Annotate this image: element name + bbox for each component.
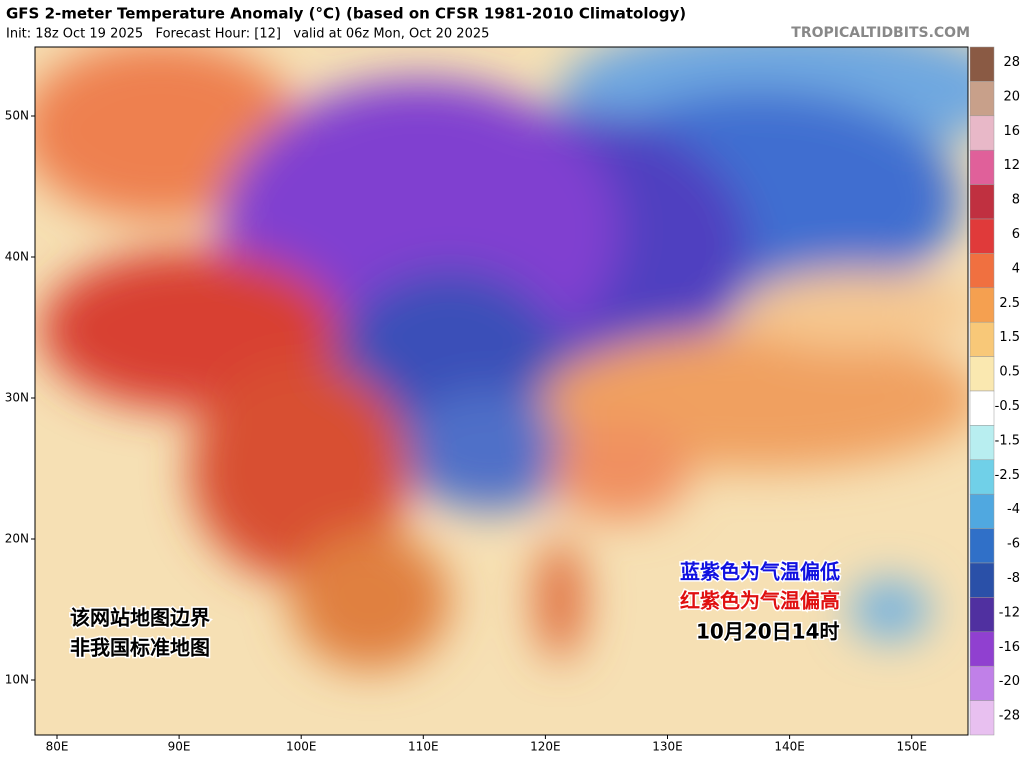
disclaimer-line: 非我国标准地图 [70,636,210,660]
lon-label: 140E [774,740,805,754]
colorbar-label: -0.5 [995,399,1020,414]
colorbar-swatch [969,253,995,289]
colorbar-label: 16 [1003,124,1020,139]
lon-label: 130E [652,740,683,754]
lat-label: 20N [5,532,29,546]
colorbar-label: 12 [1003,158,1020,173]
colorbar-swatch [969,115,995,151]
lat-label: 10N [5,673,29,687]
colorbar-swatch [969,597,995,633]
colorbar-swatch [969,425,995,461]
colorbar-swatch [969,528,995,564]
colorbar-label: -28 [999,709,1020,724]
lon-label: 100E [286,740,317,754]
map-area [35,47,968,735]
colorbar-swatch [969,631,995,667]
colorbar-swatch [969,493,995,529]
lon-label: 150E [896,740,927,754]
lat-label: 30N [5,391,29,405]
colorbar-swatch [969,184,995,220]
lon-label: 90E [168,740,191,754]
colorbar-label: -8 [1007,571,1020,586]
colorbar-swatch [969,390,995,426]
lon-axis: 80E 90E 100E 110E 120E 130E 140E 150E [46,735,927,754]
colorbar-label: 20 [1003,89,1020,104]
colorbar-label: 1.5 [999,330,1020,345]
lat-axis: 50N 40N 30N 20N 10N [5,109,35,687]
source: TROPICALTIDBITS.COM [791,25,970,41]
warm-note: 红紫色为气温偏高 [680,589,840,613]
cold-note: 蓝紫色为气温偏低 [680,560,840,584]
colorbar-label: 28 [1003,55,1020,70]
colorbar-swatch [969,81,995,117]
map-frame [34,46,969,736]
colorbar-label: 4 [1012,261,1020,276]
colorbar-label: -12 [999,605,1020,620]
colorbar-swatch [969,321,995,357]
colorbar-label: -1.5 [995,433,1020,448]
colorbar-label: 8 [1012,193,1020,208]
colorbar-label: 0.5 [999,365,1020,380]
lat-label: 50N [5,109,29,123]
anomaly-field [35,47,968,670]
colorbar-label: 6 [1012,227,1020,242]
colorbar-swatch [969,218,995,254]
colorbar-swatch [969,459,995,495]
colorbar: 28 20 16 12 8 6 4 2.5 1.5 0.5 -0.5 -1.5 -2.5 -4 -6 -8 -1… [969,46,1020,736]
colorbar-swatch [969,665,995,701]
colorbar-swatch [969,562,995,598]
colorbar-label: -2.5 [995,468,1020,483]
colorbar-label: -4 [1007,502,1020,517]
colorbar-label: -6 [1007,537,1020,552]
title: GFS 2-meter Temperature Anomaly (°C) (ba… [6,5,686,23]
colorbar-swatch [969,287,995,323]
colorbar-swatch [969,149,995,185]
disclaimer-line: 该网站地图边界 [70,606,210,630]
colorbar-swatch [969,356,995,392]
lat-label: 40N [5,250,29,264]
lon-label: 120E [530,740,561,754]
colorbar-swatch [969,46,995,82]
colorbar-swatch [969,700,995,736]
lon-label: 80E [46,740,69,754]
subtitle: Init: 18z Oct 19 2025 Forecast Hour: [12… [6,27,489,42]
colorbar-label: -20 [999,674,1020,689]
time-note: 10月20日14时 [696,620,840,644]
lon-label: 110E [408,740,439,754]
colorbar-label: 2.5 [999,296,1020,311]
colorbar-label: -16 [999,640,1020,655]
